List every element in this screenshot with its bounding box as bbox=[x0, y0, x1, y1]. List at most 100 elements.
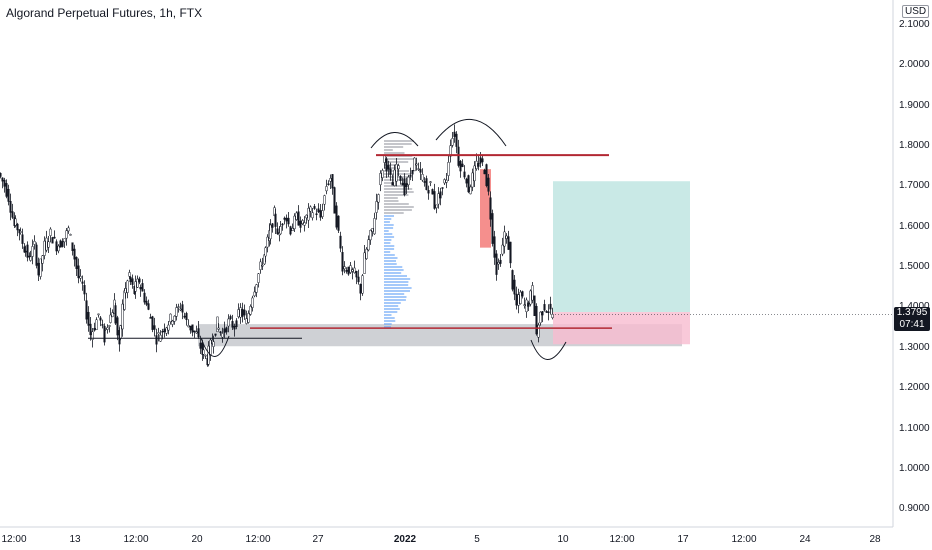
candle-body bbox=[407, 176, 410, 186]
candle-body bbox=[355, 271, 358, 278]
candle-body bbox=[225, 327, 228, 333]
candle-body bbox=[487, 177, 490, 192]
candle-body bbox=[377, 194, 380, 203]
y-tick-label: 1.7000 bbox=[899, 180, 930, 191]
top-arc-left bbox=[370, 132, 419, 149]
candle-body bbox=[108, 325, 111, 327]
candle-body bbox=[24, 250, 27, 253]
candle-body bbox=[251, 297, 254, 308]
candle-body bbox=[189, 325, 192, 331]
candle-body bbox=[527, 302, 530, 307]
volume-profile-bar bbox=[384, 146, 404, 148]
candle-body bbox=[523, 304, 526, 306]
candle-body bbox=[255, 284, 258, 293]
candle-body bbox=[43, 240, 46, 256]
candle-body bbox=[55, 241, 58, 252]
candle-body bbox=[97, 313, 100, 316]
candle-body bbox=[247, 313, 250, 323]
candle-body bbox=[535, 305, 538, 335]
x-tick-label: 10 bbox=[557, 534, 569, 545]
candle-body bbox=[121, 303, 124, 330]
candle-body bbox=[369, 230, 372, 241]
candle-body bbox=[165, 327, 168, 334]
candle-body bbox=[443, 179, 446, 184]
volume-profile-bar bbox=[384, 302, 401, 304]
volume-profile-bar bbox=[384, 194, 409, 196]
candle-body bbox=[63, 238, 66, 243]
volume-profile-bar bbox=[384, 149, 393, 151]
candle-body bbox=[47, 241, 50, 248]
candle-body bbox=[343, 266, 346, 270]
candle-body bbox=[325, 186, 328, 192]
candle-body bbox=[93, 327, 96, 331]
candle-body bbox=[299, 220, 302, 228]
candle-body bbox=[313, 206, 316, 209]
y-tick-label: 1.5000 bbox=[899, 261, 930, 272]
candle-body bbox=[139, 287, 142, 290]
candle-body bbox=[124, 288, 127, 294]
candle-body bbox=[445, 179, 448, 183]
candle-body bbox=[26, 244, 29, 258]
candle-body bbox=[173, 315, 176, 322]
y-tick-label: 1.1000 bbox=[899, 423, 930, 434]
volume-profile-bar bbox=[384, 212, 404, 214]
last-price-badge: 1.3795 07:41 bbox=[894, 307, 930, 331]
candle-body bbox=[204, 354, 207, 357]
volume-profile-bar bbox=[384, 140, 414, 142]
x-tick-label: 12:00 bbox=[123, 534, 148, 545]
candle-body bbox=[3, 179, 6, 187]
candle-body bbox=[549, 303, 552, 310]
candle-body bbox=[281, 223, 284, 226]
x-tick-label: 17 bbox=[677, 534, 689, 545]
candle-body bbox=[67, 227, 70, 232]
candle-body bbox=[409, 175, 412, 177]
candle-body bbox=[397, 165, 400, 170]
volume-profile-bar bbox=[384, 290, 410, 292]
candle-body bbox=[266, 236, 269, 248]
candle-body bbox=[411, 170, 414, 174]
candle-body bbox=[467, 175, 470, 193]
candle-body bbox=[499, 259, 502, 264]
candle-body bbox=[367, 239, 370, 251]
candle-body bbox=[179, 308, 182, 311]
candle-body bbox=[87, 311, 90, 326]
volume-profile-bar bbox=[384, 242, 391, 244]
y-tick-label: 1.0000 bbox=[899, 463, 930, 474]
candle-body bbox=[177, 306, 180, 308]
candle-body bbox=[241, 309, 244, 317]
candle-body bbox=[415, 163, 418, 166]
candle-body bbox=[235, 320, 238, 328]
volume-profile-bar bbox=[384, 191, 414, 193]
y-tick-label: 1.9000 bbox=[899, 100, 930, 111]
y-tick-label: 1.8000 bbox=[899, 140, 930, 151]
candle-body bbox=[229, 316, 232, 319]
candle-body bbox=[403, 178, 406, 195]
volume-profile-bar bbox=[384, 260, 396, 262]
volume-profile-bar bbox=[384, 317, 395, 319]
candle-body bbox=[89, 323, 92, 336]
candle-body bbox=[383, 155, 386, 163]
candle-body bbox=[81, 281, 84, 284]
candle-body bbox=[7, 188, 10, 202]
volume-profile-bar bbox=[384, 200, 399, 202]
candle-body bbox=[363, 252, 366, 274]
candle-body bbox=[323, 195, 326, 205]
x-tick-label: 28 bbox=[869, 534, 881, 545]
candle-body bbox=[5, 183, 8, 197]
volume-profile-bar bbox=[384, 287, 412, 289]
candle-body bbox=[163, 328, 166, 333]
candle-body bbox=[459, 161, 462, 172]
candle-body bbox=[463, 171, 466, 178]
candle-body bbox=[525, 299, 528, 313]
candle-body bbox=[401, 182, 404, 186]
candle-body bbox=[175, 307, 178, 317]
top-arc-right bbox=[435, 118, 507, 147]
candle-body bbox=[45, 237, 48, 251]
candle-body bbox=[49, 228, 52, 236]
candle-body bbox=[309, 206, 312, 212]
candle-body bbox=[153, 325, 156, 330]
currency-badge[interactable]: USD bbox=[902, 5, 930, 18]
candle-body bbox=[221, 333, 224, 338]
candle-body bbox=[231, 321, 234, 328]
